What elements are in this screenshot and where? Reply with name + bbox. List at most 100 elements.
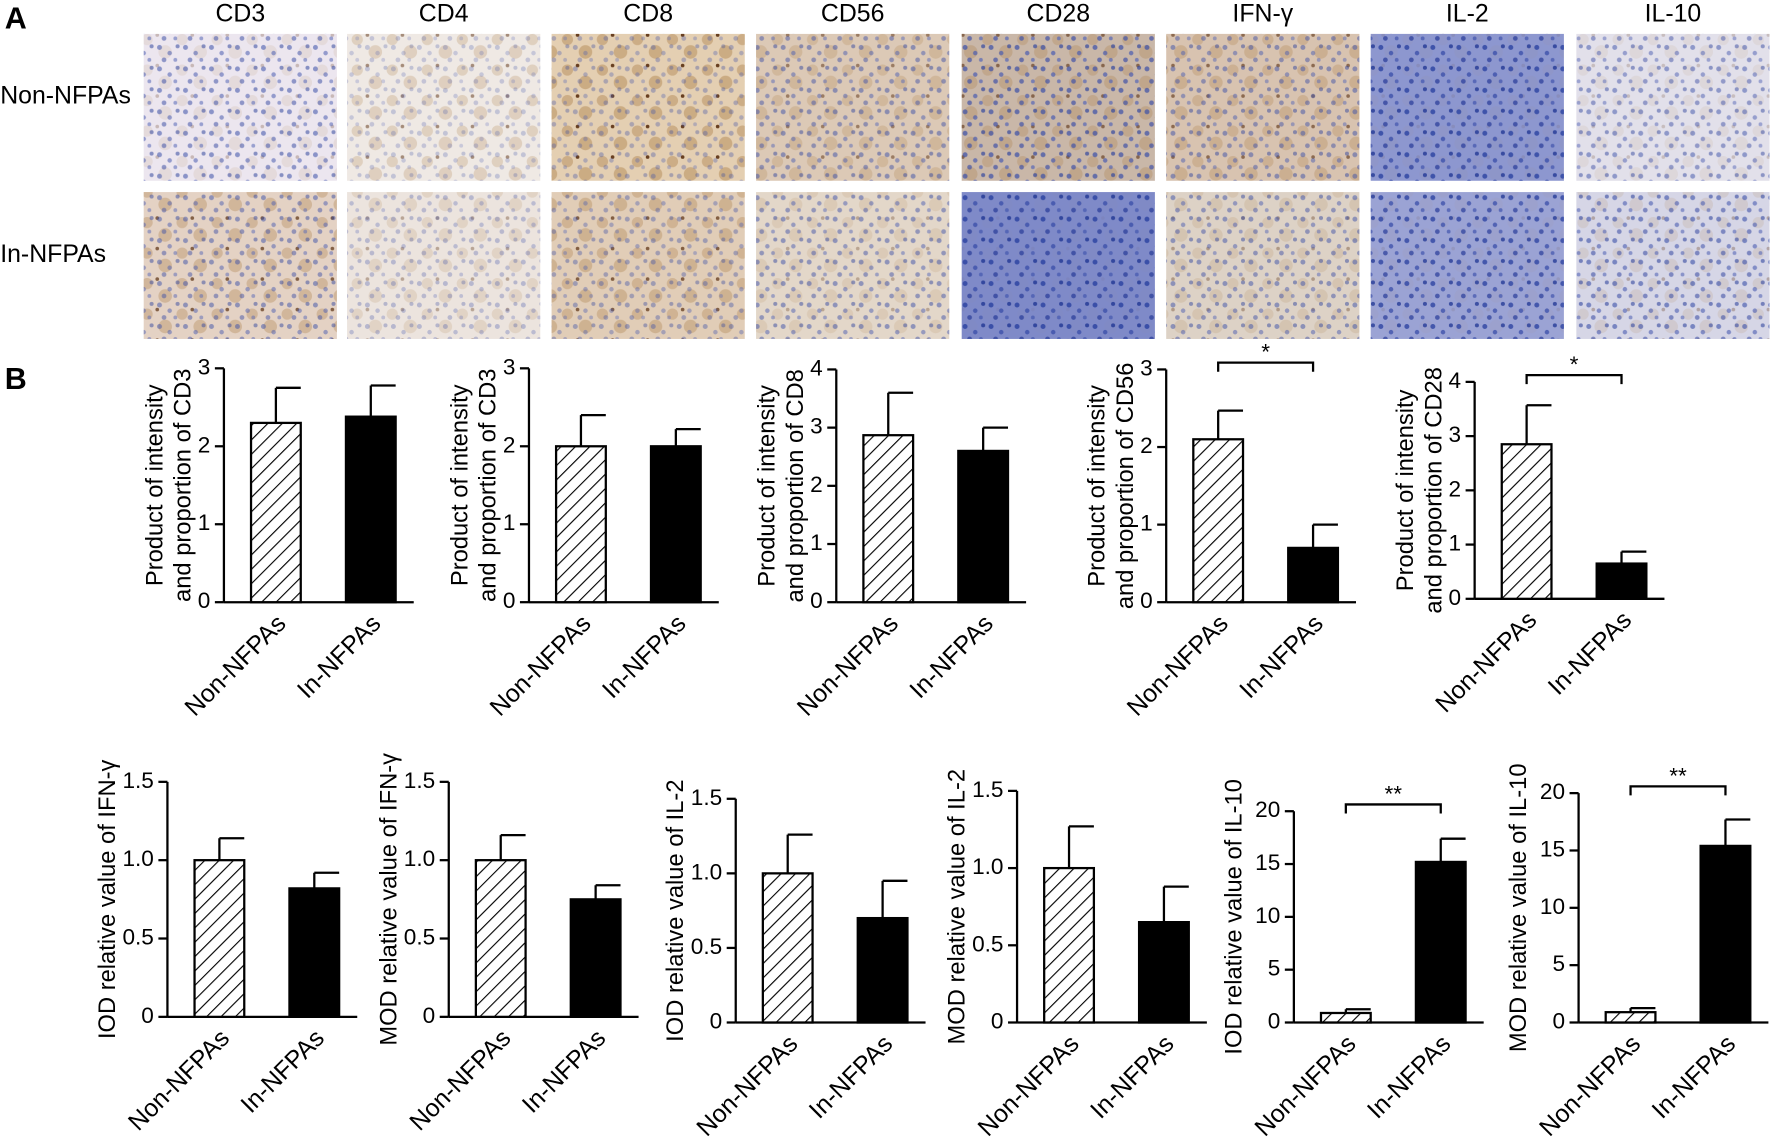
bar	[1604, 1011, 1657, 1024]
micrograph-nuclei	[1576, 192, 1770, 339]
y-axis-label: Product of intensity	[755, 385, 781, 587]
x-tick-label: In-NFPAs	[1543, 607, 1637, 701]
y-tick-label: 5	[1268, 956, 1281, 981]
charts: 0 1 2 3 Product of intensity and proportion o…	[95, 340, 1769, 1140]
significance-bracket	[1344, 803, 1442, 814]
y-tick-label: 1.0	[691, 859, 722, 884]
bar	[1414, 860, 1467, 1024]
y-tick-label: 2	[198, 432, 211, 457]
x-tick-label: Non-NFPAs	[124, 1025, 236, 1137]
bar	[1500, 443, 1553, 600]
micrograph-nuclei	[1370, 192, 1564, 339]
y-tick-label: 4	[1449, 368, 1462, 393]
y-tick-label: 10	[1255, 903, 1280, 928]
significance-bracket	[1217, 361, 1315, 372]
y-tick-label: 1	[503, 510, 516, 535]
bar	[1043, 866, 1096, 1024]
micrograph-nuclei	[1576, 33, 1770, 181]
y-tick-label: 1	[810, 530, 823, 555]
y-tick-label: 0	[810, 588, 823, 613]
micrograph-nuclei	[551, 33, 745, 181]
micrograph-nuclei	[756, 192, 950, 339]
error-bar	[1162, 885, 1189, 923]
micrograph-grid: CD3 CD4 CD8 CD56 CD28 IFN-γ IL-2 IL-10 Non-NFPAs…	[0, 0, 1770, 339]
y-tick-label: 0.5	[122, 924, 153, 949]
micrograph-nuclei	[347, 192, 541, 339]
x-tick-label: In-NFPAs	[236, 1025, 330, 1119]
x-tick-label: Non-NFPAs	[792, 610, 904, 722]
y-tick-label: 2	[1140, 433, 1153, 458]
bar	[1319, 1011, 1372, 1024]
y-tick-label: 1.0	[972, 854, 1003, 879]
error-bar	[786, 833, 813, 874]
bar	[649, 445, 702, 604]
y-tick-label: 2	[503, 432, 516, 457]
y-tick-label: 0	[423, 1003, 436, 1028]
error-bar	[881, 879, 908, 919]
y-tick-label: 4	[810, 355, 823, 380]
error-bar	[579, 413, 606, 447]
y-axis-label: IOD relative value of IFN-γ	[95, 759, 121, 1039]
x-tick-label: In-NFPAs	[905, 610, 999, 704]
bar	[288, 887, 341, 1018]
error-bar	[674, 428, 701, 447]
bar	[1137, 921, 1190, 1024]
column-label: CD8	[623, 0, 673, 27]
error-bar	[1067, 825, 1094, 869]
bar	[569, 898, 622, 1018]
error-bar	[369, 384, 396, 417]
y-tick-label: 0.5	[691, 934, 722, 959]
y-tick-label: 0.5	[404, 924, 435, 949]
bar	[862, 434, 915, 604]
error-bar	[1439, 837, 1466, 862]
y-axis-label: and proportion of CD3	[171, 369, 197, 602]
y-tick-label: 5	[1552, 951, 1565, 976]
bar	[554, 445, 607, 604]
x-tick-label: In-NFPAs	[1235, 610, 1329, 704]
y-tick-label: 1.5	[691, 785, 722, 810]
bar	[474, 859, 527, 1018]
error-bar	[313, 871, 340, 889]
y-tick-label: 0	[198, 588, 211, 613]
micrograph-nuclei	[756, 33, 950, 181]
bar	[761, 872, 814, 1024]
error-bar	[1629, 1007, 1656, 1013]
x-tick-label: In-NFPAs	[1086, 1030, 1180, 1124]
x-tick-label: Non-NFPAs	[180, 610, 292, 722]
column-label: CD4	[419, 0, 469, 27]
x-tick-label: In-NFPAs	[804, 1030, 898, 1124]
significance-bracket	[1629, 785, 1727, 796]
y-tick-label: 3	[1449, 422, 1462, 447]
y-tick-label: 1.0	[122, 846, 153, 871]
column-label: CD56	[821, 0, 885, 27]
x-tick-label: Non-NFPAs	[973, 1030, 1085, 1140]
x-tick-label: In-NFPAs	[293, 610, 387, 704]
micrograph-nuclei	[143, 192, 337, 339]
x-tick-label: Non-NFPAs	[692, 1030, 804, 1140]
error-bar	[499, 833, 526, 861]
x-tick-label: In-NFPAs	[517, 1025, 611, 1119]
x-tick-label: Non-NFPAs	[1535, 1030, 1647, 1140]
significance-label: *	[1570, 352, 1579, 377]
bar	[344, 415, 397, 604]
y-tick-label: 15	[1255, 850, 1280, 875]
bar	[1192, 438, 1245, 604]
x-tick-label: In-NFPAs	[1647, 1030, 1741, 1124]
y-tick-label: 0	[141, 1003, 154, 1028]
micrograph-nuclei	[347, 33, 541, 181]
y-axis-label: and proportion of CD3	[476, 369, 502, 602]
error-bar	[1311, 523, 1338, 548]
panel-label: B	[5, 362, 27, 396]
error-bar	[1344, 1008, 1371, 1013]
y-tick-label: 2	[810, 472, 823, 497]
y-tick-label: 3	[503, 354, 516, 379]
x-tick-label: Non-NFPAs	[1431, 607, 1543, 719]
y-tick-label: 1	[1140, 511, 1153, 536]
error-bar	[1525, 404, 1552, 445]
y-tick-label: 0	[991, 1008, 1004, 1033]
micrograph-nuclei	[1370, 33, 1564, 181]
y-tick-label: 2	[1449, 476, 1462, 501]
micrograph-nuclei	[143, 33, 337, 181]
x-tick-label: In-NFPAs	[598, 610, 692, 704]
